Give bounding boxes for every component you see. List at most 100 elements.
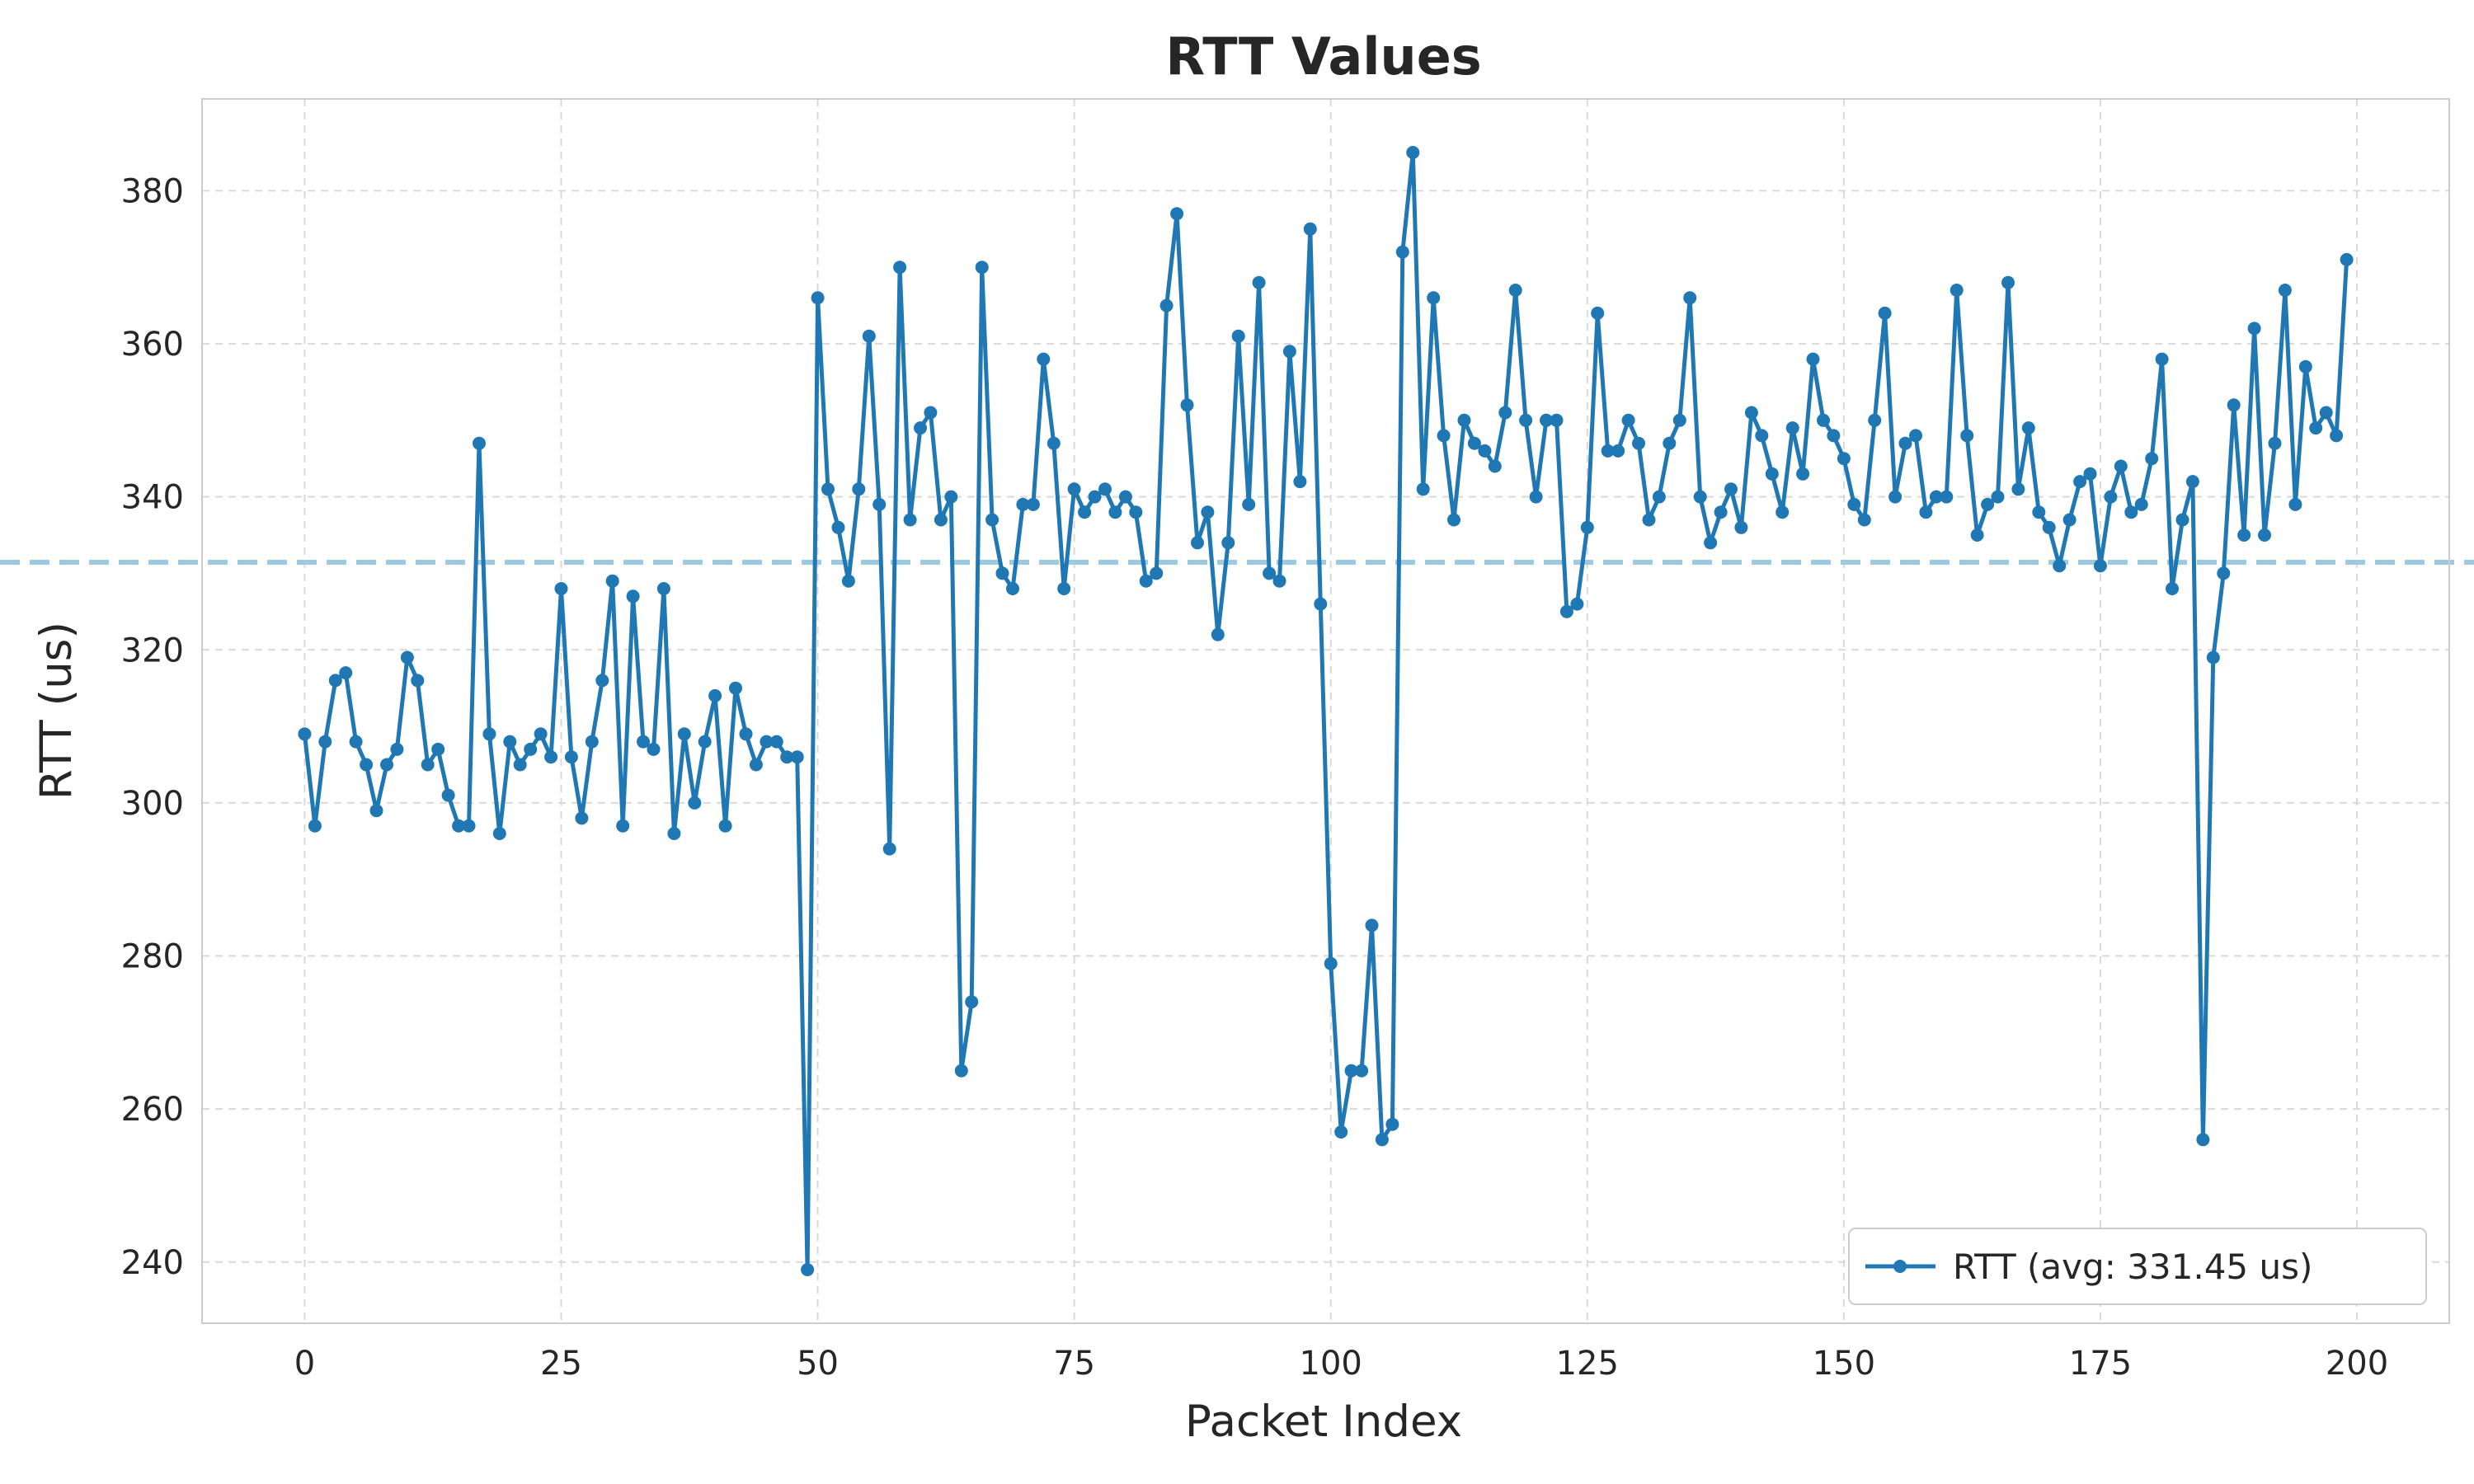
data-point [1344,1064,1358,1078]
data-point [431,742,445,756]
data-point [872,497,887,511]
y-tick-label: 280 [121,938,184,976]
data-point [2083,467,2097,481]
y-tick-label: 340 [121,479,184,517]
data-point [995,566,1009,580]
data-point [769,735,783,749]
data-point [1191,536,1204,550]
data-point [1755,429,1769,443]
data-point [1929,490,1943,504]
data-point [1406,146,1420,159]
data-point [1550,413,1564,427]
data-point [2124,505,2138,519]
data-point [975,261,989,275]
data-point [400,650,414,665]
data-point [2237,528,2251,542]
data-point [534,727,548,741]
chart-title: RTT Values [1165,26,1481,87]
y-tick-label: 300 [121,785,184,823]
data-point [1324,956,1338,970]
data-point [2268,436,2282,450]
data-point [1395,245,1409,259]
data-point [1026,497,1040,511]
data-point [1652,490,1666,504]
data-point [2104,490,2118,504]
data-point [1776,505,1790,519]
data-point [626,589,640,603]
data-point [647,742,661,756]
data-point [677,727,691,741]
legend-box [1848,1228,2427,1305]
data-point [595,674,609,688]
data-point [698,735,712,749]
data-point [1416,482,1430,496]
x-tick-label: 100 [1300,1345,1362,1383]
data-point [1898,436,1912,450]
data-point [1806,352,1820,366]
data-point [1580,520,1594,534]
data-point [1827,429,1841,443]
data-point [1108,505,1122,519]
data-point [1683,291,1697,305]
data-point [1940,490,1954,504]
data-point [1088,490,1102,504]
x-tick-label: 175 [2069,1345,2132,1383]
data-point [1365,918,1379,932]
data-point [2278,284,2292,297]
data-point [1559,604,1573,618]
data-point [2001,275,2015,289]
data-point [1663,436,1677,450]
data-point [1601,444,1615,458]
data-point [718,819,732,833]
data-point [1765,467,1779,481]
data-point [1857,513,1871,527]
data-point [2185,475,2199,489]
data-point [1540,413,1553,427]
data-point [1221,536,1235,550]
data-point [1067,482,1081,496]
series-layer [298,146,2354,1276]
data-point [462,819,476,833]
data-point [1150,566,1164,580]
data-point [503,735,517,749]
data-point [729,681,742,695]
data-point [1529,490,1543,504]
data-point [421,758,435,772]
data-point [1991,490,2005,504]
data-point [298,727,312,741]
data-point [1570,597,1584,611]
data-point [1129,505,1143,519]
data-point [1006,582,1019,595]
data-point [801,1263,815,1276]
y-tick-label: 360 [121,326,184,364]
data-point [1847,497,1861,511]
data-point [811,291,825,305]
data-point [2340,252,2354,266]
data-point [924,406,938,420]
data-point [1878,306,1892,320]
data-point [1704,536,1718,550]
data-point [656,582,670,595]
rtt-series-line [302,150,2349,1272]
data-point [1467,436,1481,450]
data-point [349,735,363,749]
data-point [544,750,558,764]
data-point [749,758,763,772]
data-point [985,513,999,527]
data-point [2298,359,2312,373]
data-point [2134,497,2148,511]
data-point [1868,413,1882,427]
data-point [831,520,845,534]
data-point [708,688,722,702]
data-point [1242,497,1256,511]
y-tick-label: 260 [121,1091,184,1129]
data-point [1796,467,1810,481]
data-point [1375,1133,1389,1147]
data-point [2196,1133,2210,1147]
data-point [411,674,425,688]
y-tick-label: 240 [121,1244,184,1282]
data-point [1632,436,1645,450]
data-point [564,750,578,764]
data-point [1385,1117,1399,1131]
data-point [2032,505,2046,519]
